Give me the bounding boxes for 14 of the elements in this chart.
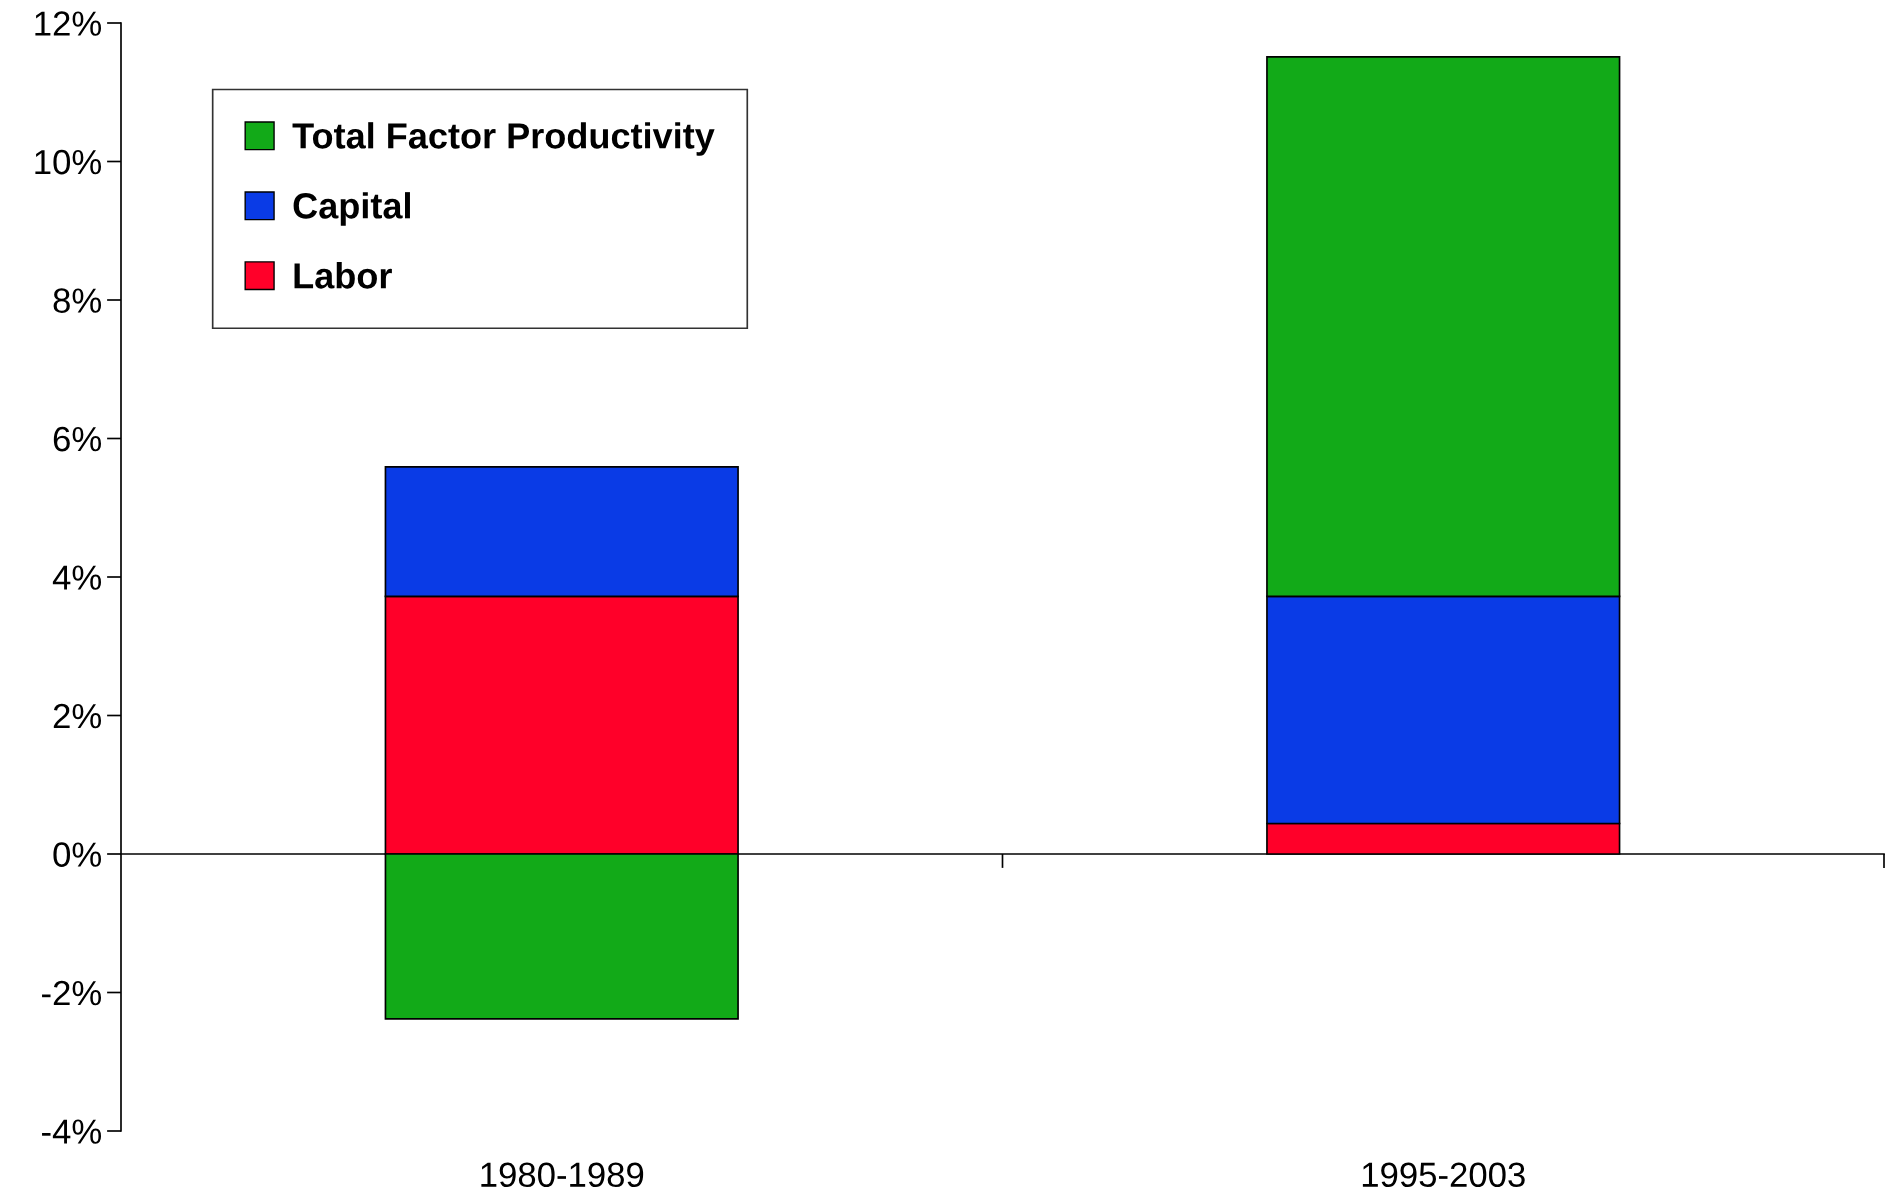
y-tick-label: 12% xyxy=(35,11,102,36)
y-tick-label: 8% xyxy=(53,288,102,313)
legend-label: Labor xyxy=(294,262,392,289)
x-tick-label: 1995-2003 xyxy=(1362,1162,1525,1188)
legend-label: Total Factor Productivity xyxy=(292,122,715,156)
y-tick-label: 6% xyxy=(53,426,102,452)
y-tick-label: -4% xyxy=(42,1119,102,1144)
y-tick-label: 2% xyxy=(53,703,102,729)
y-tick-label: 10% xyxy=(35,149,102,175)
y-tick-label: 4% xyxy=(52,565,102,590)
legend-label: Capital xyxy=(293,192,410,226)
y-tick-label: -2% xyxy=(42,980,102,1006)
x-tick-label: 1980-1989 xyxy=(481,1162,644,1188)
y-tick-label: 0% xyxy=(53,842,102,867)
